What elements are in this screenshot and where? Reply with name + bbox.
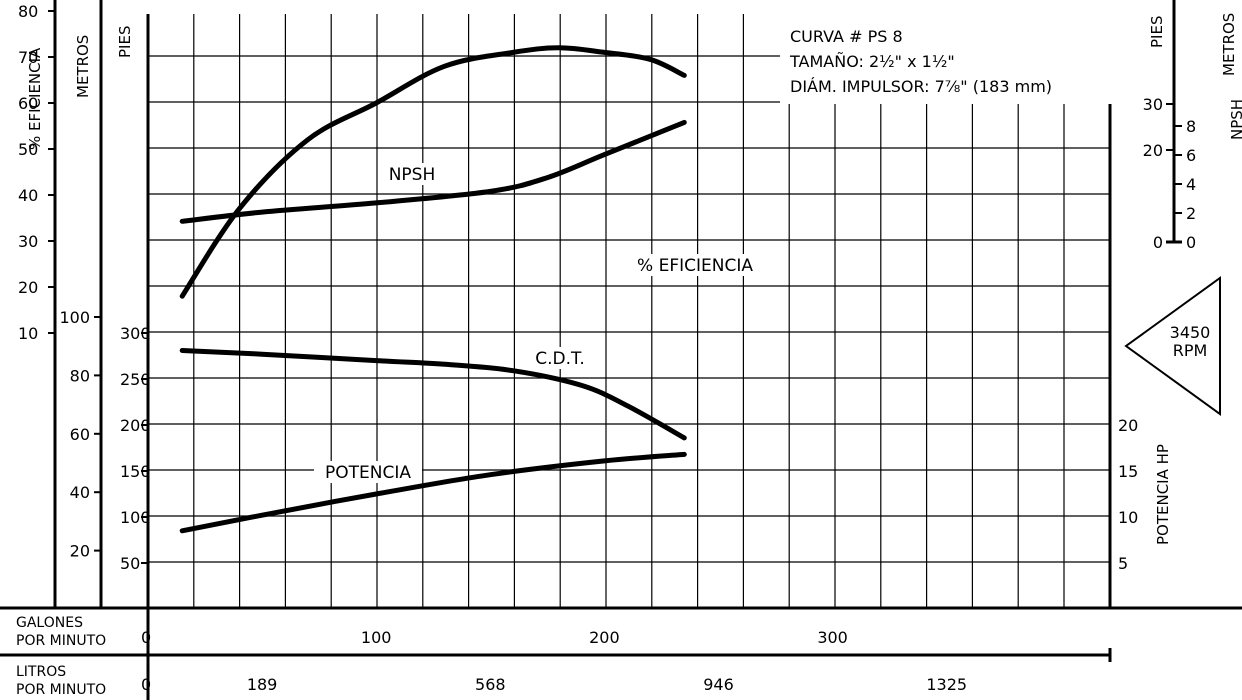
head_ft-tick-label: 100	[120, 508, 151, 527]
power-curve	[179, 451, 687, 534]
npsh-meters-axis-title: METROS	[1220, 13, 1238, 76]
npsh-m-tick-label: 8	[1186, 117, 1196, 136]
efficiency-tick-label: 40	[18, 186, 38, 205]
power-curve-label: POTENCIA	[325, 463, 411, 483]
head_ft-tick-label: 50	[120, 554, 140, 573]
curve-label-bg	[381, 163, 443, 185]
gpm-label-line1: GALONES	[16, 615, 83, 631]
efficiency-curve-label: % EFICIENCIA	[637, 256, 753, 276]
head_m-tick-label: 40	[70, 483, 90, 502]
efficiency-tick-label: 10	[18, 324, 38, 343]
left-axes: 10 20 30 40 50 60 70 80 20 40 60 80 100 50 100 150 200 25…	[18, 0, 151, 608]
head-curve	[179, 348, 687, 441]
power-tick-label: 20	[1118, 416, 1138, 435]
power-tick-label: 5	[1118, 554, 1128, 573]
info-line-1: CURVA # PS 8	[790, 27, 903, 46]
bottom-axes: 0 100 200 300 0 189 568 946 1325	[0, 606, 1242, 700]
curves	[179, 45, 687, 534]
gpm-tick-label: 200	[589, 628, 620, 647]
efficiency-tick-label: 60	[18, 94, 38, 113]
npsh-m-tick-label: 4	[1186, 175, 1196, 194]
head_ft-tick-label: 150	[120, 462, 151, 481]
curve-label-bg	[314, 461, 422, 483]
power-tick-label: 15	[1118, 462, 1138, 481]
npsh-feet-axis-title: PIES	[1148, 16, 1166, 48]
efficiency-tick-label: 30	[18, 232, 38, 251]
npsh-axis-title: NPSH	[1228, 99, 1242, 140]
curve-labels: NPSH % EFICIENCIA C.D.T. POTENCIA	[314, 163, 765, 483]
gpm-tick-label: 0	[141, 628, 151, 647]
power-axis-title: POTENCIA HP	[1154, 444, 1172, 545]
info-box: CURVA # PS 8 TAMAÑO: 2½" x 1½" DIÁM. IMP…	[780, 14, 1112, 104]
lpm-tick-label: 1325	[926, 675, 967, 694]
feet-axis-title: PIES	[116, 26, 134, 58]
info-line-3: DIÁM. IMPULSOR: 7⅞" (183 mm)	[790, 77, 1052, 96]
npsh-curve-label: NPSH	[389, 165, 436, 185]
efficiency-tick-label: 80	[18, 2, 38, 21]
npsh-m-tick-label: 2	[1186, 204, 1196, 223]
efficiency-curve	[179, 45, 687, 299]
meters-axis-title: METROS	[74, 35, 92, 98]
lpm-tick-label: 0	[141, 675, 151, 694]
efficiency-tick-label: 20	[18, 278, 38, 297]
head-curve-label: C.D.T.	[535, 349, 585, 369]
head_m-tick-label: 60	[70, 425, 90, 444]
npsh-m-tick-label: 0	[1186, 233, 1196, 252]
efficiency-axis-title: % EFICIENCIA	[26, 47, 44, 150]
power-tick-label: 10	[1118, 508, 1138, 527]
rpm-unit: RPM	[1173, 341, 1208, 360]
npsh-ft-tick-label: 20	[1143, 141, 1163, 160]
head_m-tick-label: 80	[70, 366, 90, 385]
lpm-label-line1: LITROS	[16, 664, 66, 680]
efficiency-tick-label: 50	[18, 140, 38, 159]
gpm-tick-label: 300	[817, 628, 848, 647]
rpm-value: 3450	[1170, 323, 1211, 342]
npsh-curve	[179, 119, 687, 224]
lpm-tick-label: 946	[703, 675, 734, 694]
rpm-badge: 3450 RPM	[1124, 276, 1221, 416]
head_ft-tick-label: 200	[120, 416, 151, 435]
curve-label-bg	[532, 347, 588, 369]
gpm-tick-label: 100	[361, 628, 392, 647]
head_ft-tick-label: 250	[120, 370, 151, 389]
info-line-2: TAMAÑO: 2½" x 1½"	[789, 52, 955, 71]
head_ft-tick-label: 300	[120, 324, 151, 343]
head_m-tick-label: 20	[70, 542, 90, 561]
head_m-tick-label: 100	[59, 308, 90, 327]
efficiency-tick-label: 70	[18, 48, 38, 67]
gpm-label-line2: POR MINUTO	[16, 633, 106, 649]
npsh-m-tick-label: 6	[1186, 146, 1196, 165]
npsh-ft-tick-label: 0	[1153, 233, 1163, 252]
lpm-tick-label: 568	[475, 675, 506, 694]
lpm-tick-label: 189	[247, 675, 278, 694]
right-axes: 0 20 30 0 2 4 6 8 5 10 15 20	[1118, 0, 1196, 573]
npsh-ft-tick-label: 30	[1143, 95, 1163, 114]
curve-label-bg	[625, 254, 765, 276]
lpm-label-line2: POR MINUTO	[16, 682, 106, 698]
